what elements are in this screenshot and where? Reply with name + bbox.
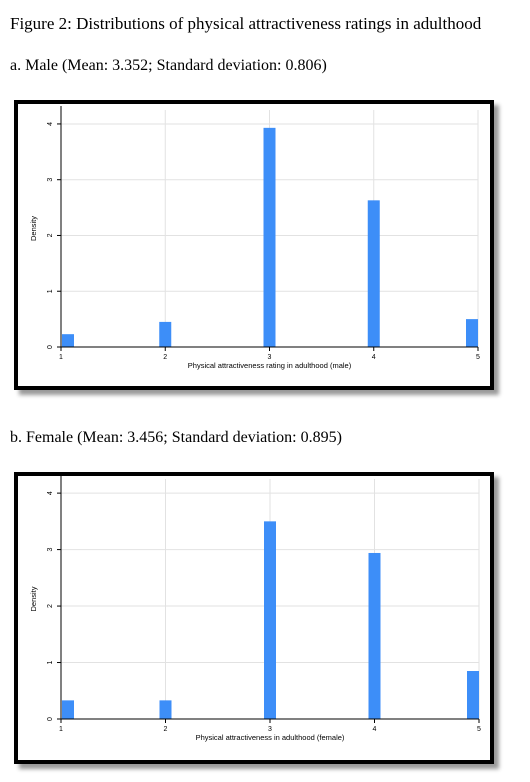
y-tick-label: 4: [47, 491, 54, 495]
x-tick-label: 3: [268, 354, 272, 361]
x-tick-label: 5: [476, 354, 480, 361]
y-axis-title: Density: [29, 216, 38, 241]
x-axis-title: Physical attractiveness in adulthood (fe…: [196, 733, 345, 742]
bar: [467, 671, 479, 719]
y-axis-title: Density: [29, 586, 38, 611]
y-tick-label: 0: [47, 345, 54, 349]
y-tick-label: 3: [47, 548, 54, 552]
bar: [264, 521, 276, 719]
bar: [62, 334, 74, 347]
panel-title-female: b. Female (Mean: 3.456; Standard deviati…: [10, 429, 342, 446]
bar: [159, 321, 172, 347]
y-tick-label: 1: [47, 660, 54, 664]
bar: [367, 200, 380, 347]
y-tick-label: 0: [47, 717, 54, 721]
y-tick-label: 2: [47, 233, 54, 237]
x-tick-label: 2: [164, 726, 168, 733]
x-tick-label: 3: [268, 726, 272, 733]
panel-title-male: a. Male (Mean: 3.352; Standard deviation…: [10, 57, 327, 74]
x-tick-label: 1: [59, 354, 63, 361]
figure-title: Figure 2: Distributions of physical attr…: [10, 14, 482, 33]
chart-frame-male: 0 1 2 3 4 1 2 3 4 5 Physical attractiveness rating…: [14, 100, 494, 390]
y-tick-label: 2: [47, 604, 54, 608]
bar: [466, 319, 478, 347]
histogram-female: 0 1 2 3 4 1 2 3 4 5 Physical attractiveness in adu…: [29, 476, 481, 742]
x-axis-title: Physical attractiveness rating in adulth…: [188, 361, 352, 370]
bar: [62, 700, 74, 719]
bar: [263, 127, 276, 348]
y-tick-label: 1: [47, 289, 54, 293]
histogram-male: 0 1 2 3 4 1 2 3 4 5 Physical attractiveness rating…: [29, 106, 480, 370]
bar: [368, 552, 381, 719]
bar: [159, 700, 172, 719]
x-tick-label: 5: [477, 726, 481, 733]
x-tick-label: 4: [373, 726, 377, 733]
y-tick-label: 4: [47, 122, 54, 126]
x-tick-label: 2: [163, 354, 167, 361]
x-tick-label: 4: [372, 354, 376, 361]
chart-frame-female: 0 1 2 3 4 1 2 3 4 5 Physical attractiveness in adu…: [14, 472, 494, 764]
x-tick-label: 1: [59, 726, 63, 733]
y-tick-label: 3: [47, 178, 54, 182]
